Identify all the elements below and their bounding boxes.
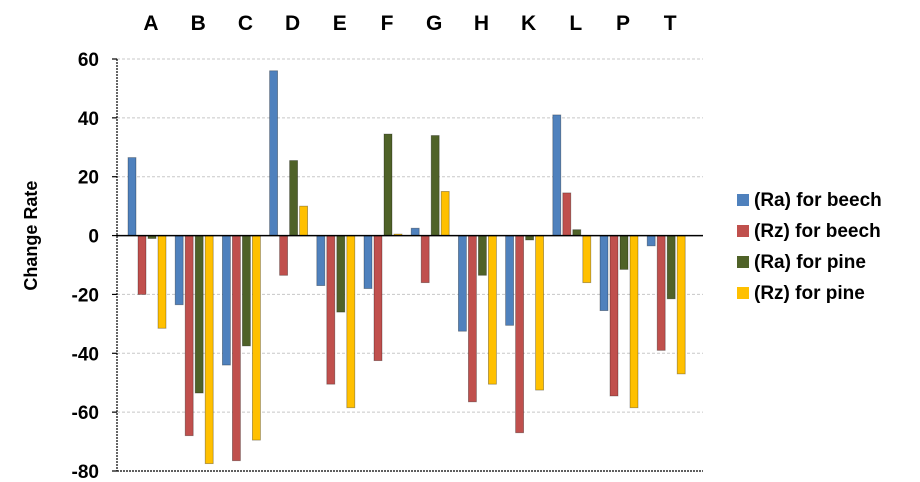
y-axis-title: Change Rate <box>21 181 41 291</box>
bar <box>336 235 346 313</box>
bar <box>279 235 289 276</box>
category-label: E <box>333 12 347 35</box>
bar <box>269 70 279 236</box>
bar <box>251 235 261 441</box>
bar <box>619 235 629 270</box>
bar <box>316 235 326 286</box>
category-label: F <box>381 12 394 35</box>
bar <box>666 235 676 300</box>
legend: (Ra) for beech (Rz) for beech (Ra) for pin… <box>737 190 882 304</box>
bar <box>440 191 450 236</box>
legend-label: (Rz) for beech <box>754 221 881 242</box>
bar <box>552 114 562 236</box>
bar <box>477 235 487 276</box>
bar <box>599 235 609 312</box>
category-label: K <box>521 12 536 35</box>
y-tick-label: -80 <box>72 462 99 482</box>
legend-swatch <box>737 256 749 268</box>
category-label: L <box>569 12 582 35</box>
bar <box>383 133 393 236</box>
bar <box>127 157 137 236</box>
bars <box>127 70 686 465</box>
bar <box>535 235 544 391</box>
bar <box>410 227 420 236</box>
bar <box>194 235 204 394</box>
bar <box>326 235 336 385</box>
y-tick-labels: 60 40 20 0 -20 -40 -60 -80 <box>72 50 117 482</box>
y-tick-label: 40 <box>78 109 99 130</box>
bar <box>646 235 656 247</box>
bar <box>505 235 515 326</box>
bar <box>299 205 309 236</box>
legend-label: (Rz) for pine <box>754 283 865 304</box>
bar <box>572 229 582 236</box>
bar <box>204 235 214 465</box>
bar <box>457 235 467 332</box>
bar <box>562 192 572 236</box>
bar <box>157 235 167 329</box>
category-label: H <box>474 12 489 35</box>
bar <box>430 135 440 236</box>
y-tick-label: -20 <box>72 285 99 306</box>
bar <box>373 235 383 362</box>
category-label: A <box>143 12 158 35</box>
legend-swatch <box>737 194 749 206</box>
y-tick-label: 60 <box>78 50 99 71</box>
category-label: T <box>664 12 677 35</box>
bar <box>582 235 592 284</box>
bar <box>241 235 251 347</box>
bar <box>346 235 356 409</box>
y-tick-label: -60 <box>72 403 99 424</box>
bar <box>609 235 619 397</box>
category-label: B <box>191 12 206 35</box>
grid-lines <box>117 58 703 413</box>
bar <box>629 235 639 409</box>
bar <box>137 235 147 295</box>
legend-label: (Ra) for beech <box>754 190 882 211</box>
bar <box>515 235 524 434</box>
bar <box>363 235 373 289</box>
legend-swatch <box>737 225 749 237</box>
bar <box>676 235 686 375</box>
category-label: D <box>285 12 300 35</box>
bar <box>289 160 299 236</box>
category-label: G <box>426 12 442 35</box>
y-tick-label: 20 <box>78 168 99 189</box>
legend-label: (Ra) for pine <box>754 252 866 273</box>
y-tick-label: -40 <box>72 344 99 365</box>
category-label: P <box>616 12 630 35</box>
bar <box>174 235 184 306</box>
bar <box>221 235 231 366</box>
y-tick-label: 0 <box>88 227 99 248</box>
legend-swatch <box>737 287 749 299</box>
bar <box>231 235 241 462</box>
bar <box>487 235 497 385</box>
bar <box>184 235 194 437</box>
bar <box>420 235 430 284</box>
category-label: C <box>238 12 253 35</box>
bar <box>467 235 477 403</box>
bar <box>656 235 666 351</box>
